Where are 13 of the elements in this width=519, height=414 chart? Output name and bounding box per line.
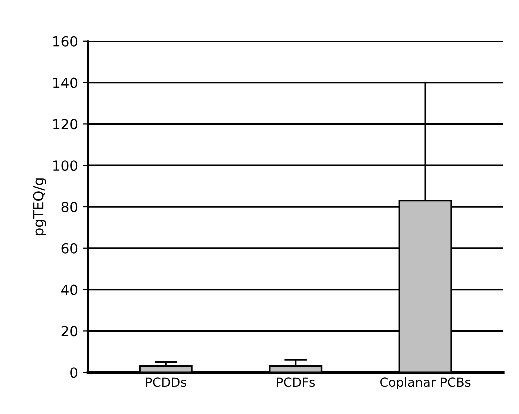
y-tick-label: 140 [54, 78, 78, 88]
y-tick-label: 20 [62, 326, 78, 337]
x-tick-label: PCDDs [146, 378, 186, 388]
y-tick-label: 120 [54, 119, 78, 130]
y-tick-label: 0 [70, 368, 78, 378]
y-tick-label: 100 [54, 160, 78, 172]
y-tick-label: 60 [62, 243, 78, 254]
y-tick-label: 80 [62, 202, 78, 212]
y-axis-title: pgTEQ/g [33, 178, 46, 236]
x-tick-label: PCDFs [277, 378, 316, 388]
x-tick-label: Coplanar PCBs [380, 377, 471, 390]
y-tick-label: 160 [54, 36, 78, 47]
y-tick-label: 40 [62, 284, 78, 296]
